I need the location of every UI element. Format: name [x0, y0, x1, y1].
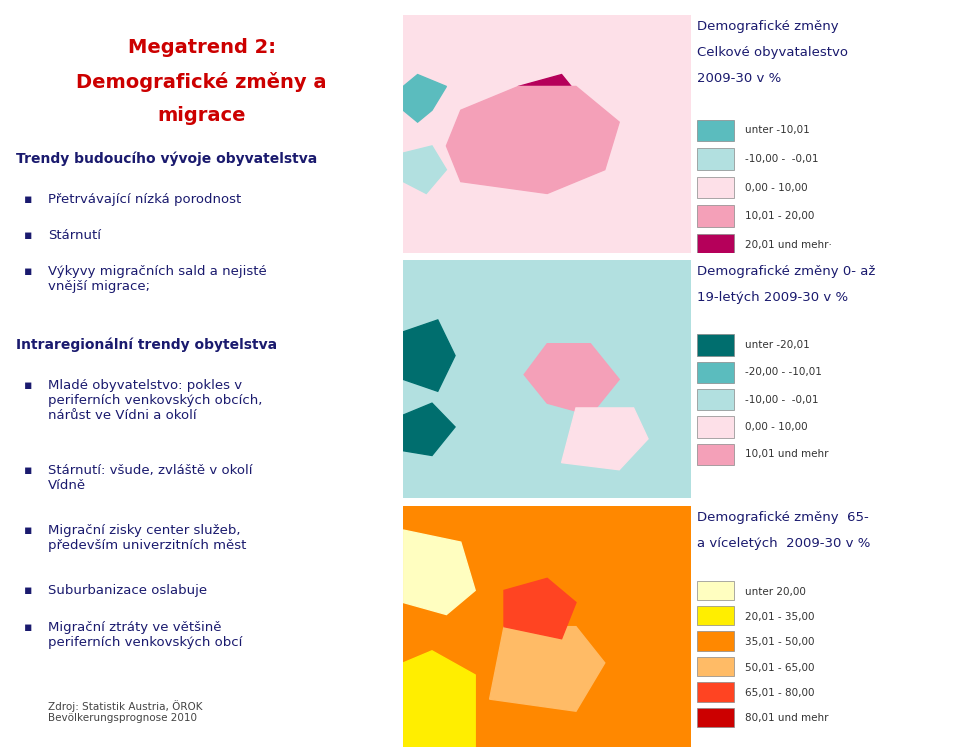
FancyBboxPatch shape: [697, 606, 734, 625]
Polygon shape: [504, 578, 576, 639]
Text: 0,00 - 10,00: 0,00 - 10,00: [745, 422, 807, 432]
Polygon shape: [562, 408, 648, 470]
FancyBboxPatch shape: [697, 362, 734, 383]
Text: -10,00 -  -0,01: -10,00 - -0,01: [745, 154, 819, 164]
Text: Demografické změny  65-: Demografické změny 65-: [697, 510, 869, 524]
Text: Migrační ztráty ve většině
periferních venkovských obcí: Migrační ztráty ve většině periferních v…: [48, 621, 243, 649]
Text: Intraregionální trendy obytelstva: Intraregionální trendy obytelstva: [16, 337, 277, 352]
Text: Výkyvy migračních sald a nejisté
vnější migrace;: Výkyvy migračních sald a nejisté vnější …: [48, 265, 267, 293]
Text: 19-letých 2009-30 v %: 19-letých 2009-30 v %: [697, 291, 848, 304]
Text: ▪: ▪: [24, 379, 33, 392]
Text: unter 20,00: unter 20,00: [745, 587, 805, 596]
FancyBboxPatch shape: [697, 707, 734, 727]
Text: Stárnutí: Stárnutí: [48, 229, 102, 242]
Text: Megatrend 2:: Megatrend 2:: [128, 38, 276, 57]
Text: 2009-30 v %: 2009-30 v %: [697, 72, 780, 85]
Polygon shape: [446, 86, 619, 193]
Polygon shape: [504, 75, 590, 146]
Text: Demografické změny: Demografické změny: [697, 20, 838, 33]
Text: migrace: migrace: [157, 106, 246, 125]
Text: -10,00 -  -0,01: -10,00 - -0,01: [745, 395, 819, 405]
FancyBboxPatch shape: [697, 389, 734, 410]
Text: Suburbanizace oslabuje: Suburbanizace oslabuje: [48, 584, 207, 597]
Text: Migrační zisky center služeb,
především univerzitních měst: Migrační zisky center služeb, především …: [48, 524, 247, 552]
Text: ▪: ▪: [24, 464, 33, 476]
Text: 0,00 - 10,00: 0,00 - 10,00: [745, 183, 807, 193]
Text: Trendy budoucího vývoje obyvatelstva: Trendy budoucího vývoje obyvatelstva: [16, 151, 318, 165]
Text: Zdroj: Statistik Austria, ÖROK
Bevölkerungsprognose 2010: Zdroj: Statistik Austria, ÖROK Bevölkeru…: [48, 700, 203, 723]
Polygon shape: [403, 651, 475, 747]
Text: ▪: ▪: [24, 193, 33, 205]
FancyBboxPatch shape: [697, 581, 734, 600]
Text: 10,01 und mehr: 10,01 und mehr: [745, 449, 828, 459]
Text: -20,00 - -10,01: -20,00 - -10,01: [745, 367, 822, 378]
Text: ▪: ▪: [24, 265, 33, 278]
Text: 50,01 - 65,00: 50,01 - 65,00: [745, 663, 814, 673]
FancyBboxPatch shape: [697, 683, 734, 701]
Text: Demografické změny a: Demografické změny a: [77, 72, 326, 91]
Text: Přetrvávající nízká porodnost: Přetrvávající nízká porodnost: [48, 193, 242, 205]
Polygon shape: [403, 403, 455, 455]
Text: Demografické změny 0- až: Demografické změny 0- až: [697, 265, 875, 279]
Text: ▪: ▪: [24, 524, 33, 537]
Text: 20,01 und mehr·: 20,01 und mehr·: [745, 239, 831, 250]
Polygon shape: [403, 75, 446, 122]
Polygon shape: [403, 530, 475, 615]
Polygon shape: [490, 627, 605, 711]
Text: 20,01 - 35,00: 20,01 - 35,00: [745, 612, 814, 622]
Polygon shape: [403, 320, 455, 391]
Text: 80,01 und mehr: 80,01 und mehr: [745, 713, 828, 723]
FancyBboxPatch shape: [697, 334, 734, 356]
Text: ▪: ▪: [24, 621, 33, 633]
Text: ▪: ▪: [24, 229, 33, 242]
Text: Stárnutí: všude, zvláště v okolí
Vídně: Stárnutí: všude, zvláště v okolí Vídně: [48, 464, 252, 492]
Text: 65,01 - 80,00: 65,01 - 80,00: [745, 688, 814, 698]
Text: 35,01 - 50,00: 35,01 - 50,00: [745, 637, 814, 647]
FancyBboxPatch shape: [697, 205, 734, 226]
FancyBboxPatch shape: [697, 416, 734, 438]
FancyBboxPatch shape: [697, 657, 734, 676]
Text: ▪: ▪: [24, 584, 33, 597]
Text: unter -10,01: unter -10,01: [745, 125, 809, 135]
Text: a víceletých  2009-30 v %: a víceletých 2009-30 v %: [697, 538, 870, 550]
Text: 10,01 - 20,00: 10,01 - 20,00: [745, 211, 814, 221]
FancyBboxPatch shape: [697, 631, 734, 651]
Polygon shape: [403, 146, 446, 193]
FancyBboxPatch shape: [697, 177, 734, 199]
Polygon shape: [524, 344, 619, 415]
FancyBboxPatch shape: [697, 148, 734, 170]
Text: Celkové obyvatalestvo: Celkové obyvatalestvo: [697, 46, 848, 59]
FancyBboxPatch shape: [697, 120, 734, 141]
Text: Mladé obyvatelstvo: pokles v
periferních venkovských obcích,
nárůst ve Vídni a o: Mladé obyvatelstvo: pokles v periferních…: [48, 379, 263, 422]
FancyBboxPatch shape: [697, 444, 734, 465]
Text: unter -20,01: unter -20,01: [745, 340, 809, 350]
FancyBboxPatch shape: [697, 234, 734, 255]
